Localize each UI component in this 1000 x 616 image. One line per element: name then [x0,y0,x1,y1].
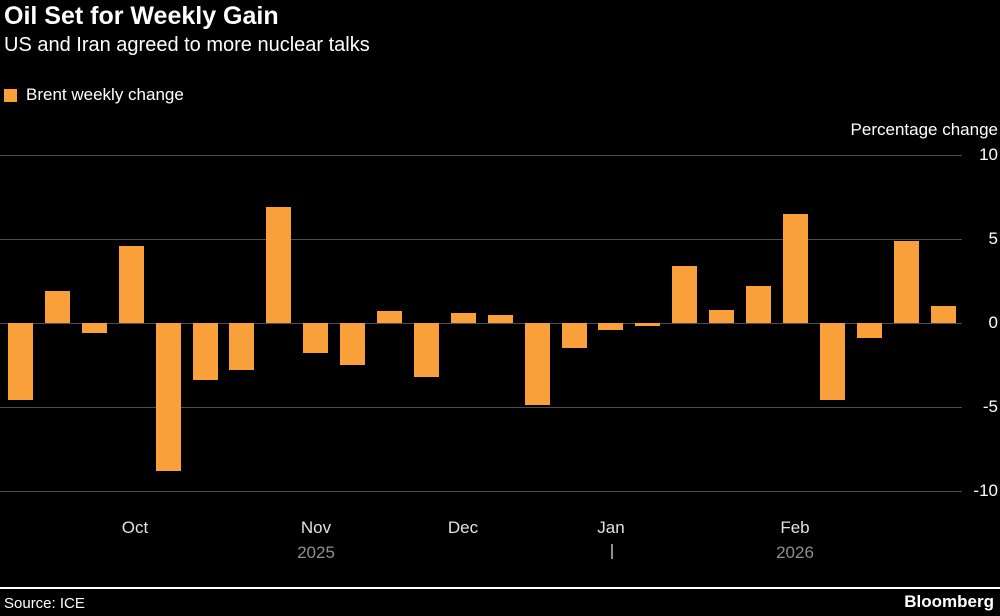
bar-week-12 [413,323,439,377]
bar-week-8 [266,207,292,323]
bloomberg-logo: Bloomberg [904,592,994,611]
bar-week-6 [192,323,218,381]
gridline-5 [0,239,962,240]
footer-divider [0,587,1000,589]
legend: Brent weekly change [4,85,184,105]
bar-week-25 [893,240,919,323]
year-boundary-tick [611,544,613,559]
y-axis-title: Percentage change [850,120,998,139]
bar-week-24 [856,323,882,339]
bar-week-9 [303,323,329,354]
bar-week-2 [44,291,70,323]
y-tick-label--10: -10 [973,481,998,500]
bar-week-1 [8,323,33,401]
bar-week-3 [81,323,107,334]
bar-week-5 [155,323,181,471]
bar-week-10 [340,323,366,365]
bar-week-21 [746,286,771,323]
bar-week-16 [561,323,587,349]
bar-week-20 [709,309,735,323]
bar-week-14 [487,314,513,323]
legend-swatch [4,88,17,102]
legend-label: Brent weekly change [26,85,184,104]
gridline--10 [0,491,962,492]
bar-week-17 [598,323,624,330]
x-month-label-oct: Oct [121,518,149,537]
bar-week-13 [450,312,476,323]
bar-week-22 [782,213,808,323]
bar-week-11 [377,311,402,323]
bar-week-19 [672,265,698,323]
bar-week-7 [229,323,255,371]
y-tick-label-5: 5 [988,229,998,248]
bar-week-23 [819,323,845,401]
y-tick-label-0: 0 [988,313,998,332]
bar-week-15 [524,323,550,406]
gridline-0 [0,323,962,324]
chart-title: Oil Set for Weekly Gain [4,2,279,30]
x-month-label-jan: Jan [597,518,625,537]
gridline--5 [0,407,962,408]
bar-week-26 [930,306,956,323]
source-label: Source: ICE [4,595,85,612]
y-tick-label-10: 10 [979,145,998,164]
x-month-label-feb: Feb [780,518,810,537]
gridline-10 [0,155,962,156]
x-month-label-dec: Dec [447,518,479,537]
y-tick-label--5: -5 [982,397,998,416]
x-year-label-2026: 2026 [776,543,814,562]
x-month-label-nov: Nov [300,518,332,537]
bar-week-18 [635,323,661,327]
x-year-label-2025: 2025 [297,543,335,562]
bar-week-4 [118,245,144,323]
chart-subtitle: US and Iran agreed to more nuclear talks [4,34,370,56]
